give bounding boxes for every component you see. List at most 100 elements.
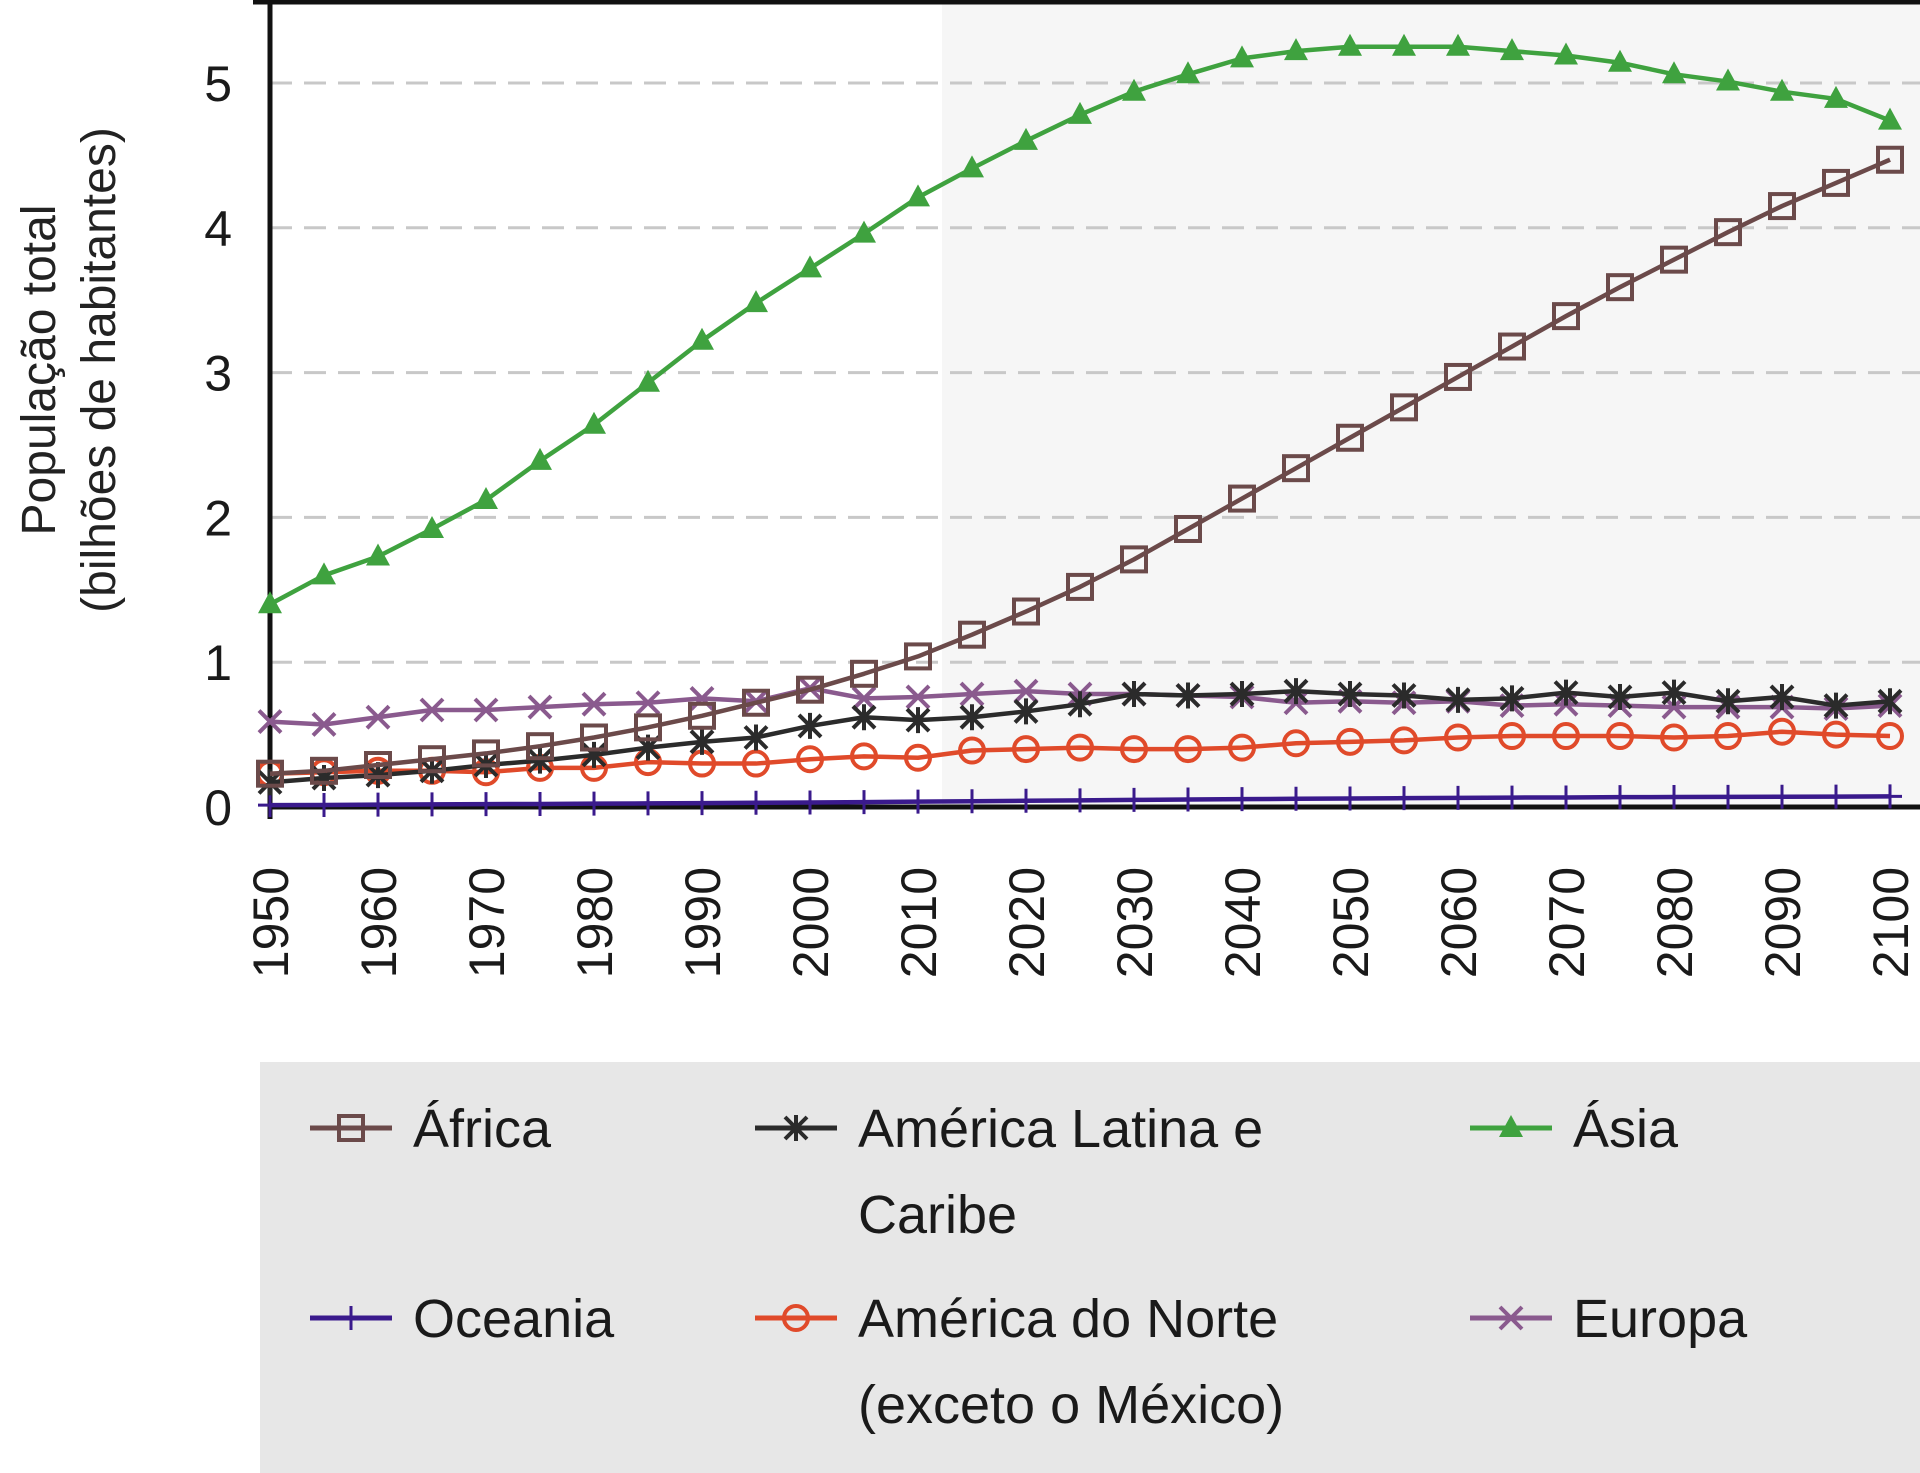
data-point — [851, 685, 877, 711]
data-point — [1768, 717, 1796, 746]
data-point — [1824, 85, 1848, 108]
data-point — [1392, 786, 1416, 811]
data-point — [690, 791, 714, 816]
data-point — [1445, 686, 1471, 713]
data-point — [1390, 393, 1418, 422]
data-point — [1444, 362, 1472, 391]
data-point — [1607, 683, 1633, 710]
data-point — [1336, 423, 1364, 452]
data-point — [1230, 787, 1254, 812]
data-point — [1715, 688, 1741, 715]
data-point — [906, 184, 930, 207]
data-point — [906, 789, 930, 814]
data-point — [1336, 727, 1364, 756]
data-point — [581, 691, 607, 717]
data-point — [796, 745, 824, 774]
data-point — [1662, 785, 1686, 810]
data-point — [1878, 784, 1902, 809]
data-point — [420, 792, 444, 817]
data-point — [526, 732, 554, 761]
data-point — [1606, 273, 1634, 302]
data-point — [528, 447, 552, 470]
y-tick-label: 1 — [204, 635, 232, 691]
data-point — [1284, 38, 1308, 61]
data-point — [1228, 733, 1256, 762]
y-axis-label: População total (bilhões de habitantes) — [13, 127, 126, 613]
x-tick-label: 2000 — [783, 867, 839, 978]
x-tick-label: 1980 — [567, 867, 623, 978]
data-point — [851, 704, 877, 731]
data-point — [1822, 168, 1850, 197]
data-point — [1446, 33, 1470, 56]
data-point — [1770, 78, 1794, 101]
data-point — [1122, 78, 1146, 101]
data-point — [783, 1115, 809, 1141]
data-point — [690, 327, 714, 350]
data-point — [1716, 68, 1740, 91]
y-tick-label: 2 — [204, 490, 232, 546]
x-tick-label: 2040 — [1215, 867, 1271, 978]
data-point — [1066, 733, 1094, 762]
x-tick-label: 2080 — [1647, 867, 1703, 978]
data-point — [1390, 726, 1418, 755]
data-point — [959, 704, 985, 731]
x-tick-label: 2070 — [1539, 867, 1595, 978]
legend-item: Ásia — [1470, 1099, 1679, 1159]
data-point — [1121, 681, 1147, 708]
data-point — [310, 756, 338, 785]
data-point — [796, 675, 824, 704]
data-point — [1122, 787, 1146, 812]
legend-label: Oceania — [413, 1289, 615, 1349]
legend-label: América do Norte (exceto o México) — [858, 1289, 1284, 1435]
data-point — [1662, 61, 1686, 84]
data-point — [1714, 722, 1742, 751]
legend-label-line: América Latina e — [858, 1099, 1263, 1159]
x-tick-label: 2030 — [1107, 867, 1163, 978]
y-tick-label: 3 — [204, 346, 232, 402]
x-tick-label: 1970 — [459, 867, 515, 978]
series-1 — [257, 678, 1903, 796]
data-point — [689, 728, 715, 755]
data-point — [1498, 1305, 1524, 1331]
data-point — [905, 707, 931, 734]
data-point — [364, 751, 392, 780]
x-tick-label: 2050 — [1323, 867, 1379, 978]
data-point — [1013, 698, 1039, 725]
data-point — [1014, 788, 1038, 813]
data-point — [1120, 545, 1148, 574]
data-point — [527, 694, 553, 720]
legend-label-line: Oceania — [413, 1289, 615, 1349]
data-point — [852, 790, 876, 815]
data-point — [1014, 127, 1038, 150]
data-point — [1770, 784, 1794, 809]
data-point — [256, 759, 284, 788]
data-point — [782, 1304, 810, 1332]
data-point — [257, 709, 283, 734]
legend-box — [260, 1062, 1920, 1473]
data-point — [1714, 218, 1742, 247]
data-point — [1552, 302, 1580, 331]
x-tick-label: 2010 — [891, 867, 947, 978]
data-point — [1823, 692, 1849, 719]
data-point — [474, 487, 498, 510]
data-point — [258, 591, 282, 614]
data-point — [527, 747, 553, 774]
data-point — [1176, 61, 1200, 84]
projection-shading — [942, 0, 1920, 807]
data-point — [1606, 722, 1634, 751]
data-point — [1498, 722, 1526, 751]
data-point — [312, 792, 336, 817]
data-point — [744, 290, 768, 313]
legend-label-line: Ásia — [1573, 1099, 1679, 1159]
data-point — [959, 681, 985, 707]
x-tick-label: 1960 — [351, 867, 407, 978]
data-point — [636, 791, 660, 816]
data-point — [904, 642, 932, 671]
data-point — [582, 791, 606, 816]
x-tick-label: 1990 — [675, 867, 731, 978]
data-point — [1012, 735, 1040, 764]
legend-label: Ásia — [1573, 1099, 1679, 1159]
data-point — [1500, 785, 1524, 810]
data-point — [366, 792, 390, 817]
x-tick-label: 2060 — [1431, 867, 1487, 978]
